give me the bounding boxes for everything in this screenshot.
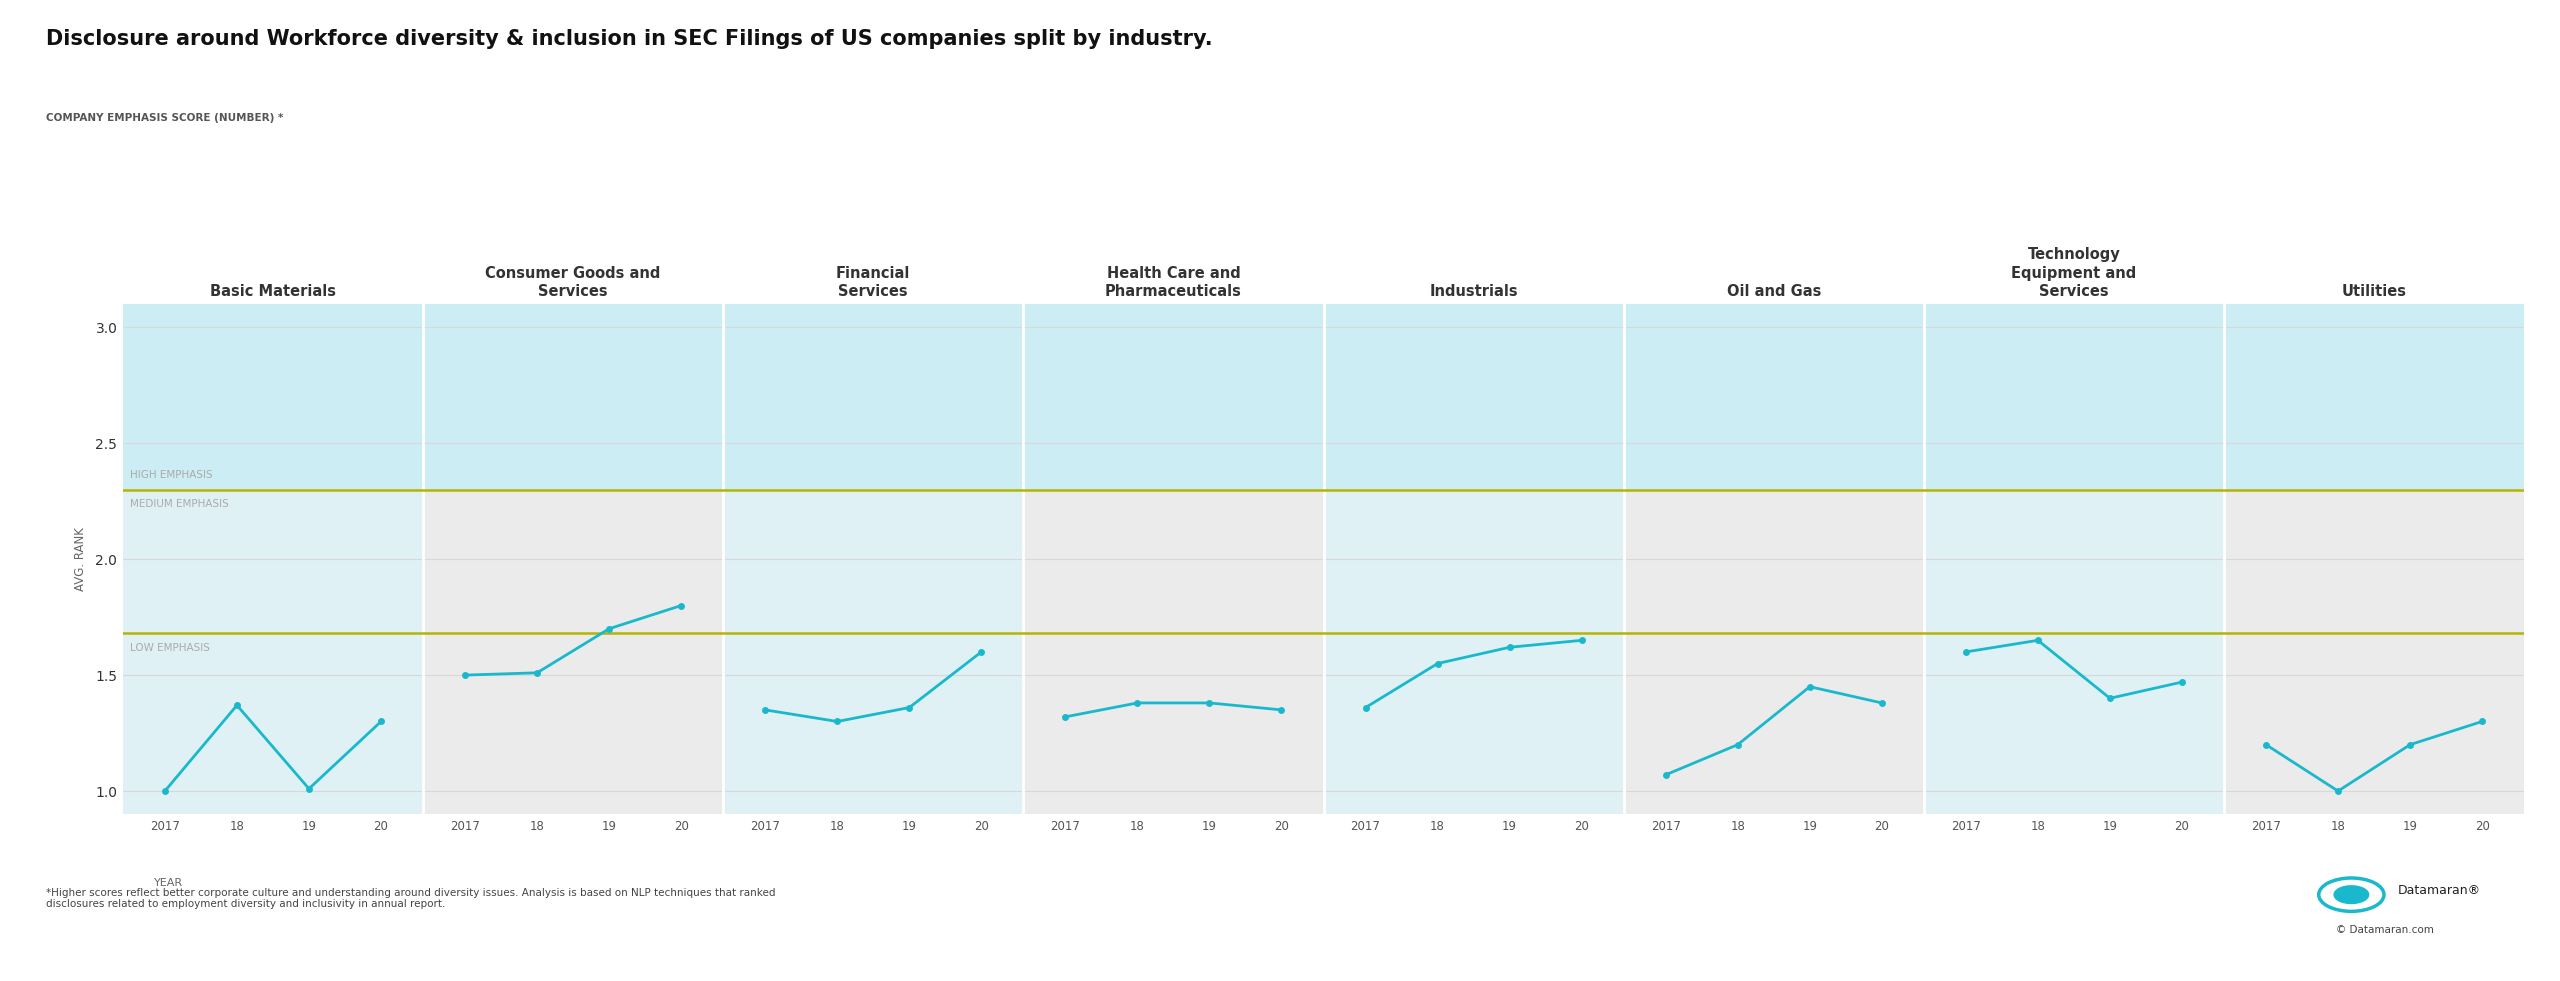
Bar: [1024, 304, 1324, 814]
Bar: [422, 304, 722, 814]
Text: Oil and Gas: Oil and Gas: [1725, 284, 1820, 299]
Text: Disclosure around Workforce diversity & inclusion in SEC Filings of US companies: Disclosure around Workforce diversity & …: [46, 29, 1213, 49]
Bar: [123, 304, 2524, 490]
Text: YEAR: YEAR: [154, 878, 182, 888]
Text: Industrials: Industrials: [1428, 284, 1518, 299]
Text: Health Care and
Pharmaceuticals: Health Care and Pharmaceuticals: [1106, 266, 1242, 299]
Text: MEDIUM EMPHASIS: MEDIUM EMPHASIS: [131, 499, 228, 509]
Text: COMPANY EMPHASIS SCORE (NUMBER) *: COMPANY EMPHASIS SCORE (NUMBER) *: [46, 113, 284, 123]
Bar: [1623, 304, 1925, 814]
Text: LOW EMPHASIS: LOW EMPHASIS: [131, 643, 210, 652]
Bar: [722, 304, 1024, 814]
Y-axis label: AVG. RANK: AVG. RANK: [74, 527, 87, 592]
Text: Technology
Equipment and
Services: Technology Equipment and Services: [2012, 247, 2138, 299]
Bar: [123, 304, 422, 814]
Bar: [1324, 304, 1623, 814]
Circle shape: [2335, 886, 2368, 904]
Text: Datamaran®: Datamaran®: [2399, 884, 2481, 898]
Text: HIGH EMPHASIS: HIGH EMPHASIS: [131, 470, 212, 481]
Text: Utilities: Utilities: [2342, 284, 2406, 299]
Bar: [1925, 304, 2225, 814]
Text: *Higher scores reflect better corporate culture and understanding around diversi: *Higher scores reflect better corporate …: [46, 888, 776, 909]
Text: Financial
Services: Financial Services: [837, 266, 911, 299]
Text: Consumer Goods and
Services: Consumer Goods and Services: [486, 266, 660, 299]
Text: Basic Materials: Basic Materials: [210, 284, 335, 299]
Text: © Datamaran.com: © Datamaran.com: [2337, 925, 2435, 935]
Bar: [2225, 304, 2524, 814]
